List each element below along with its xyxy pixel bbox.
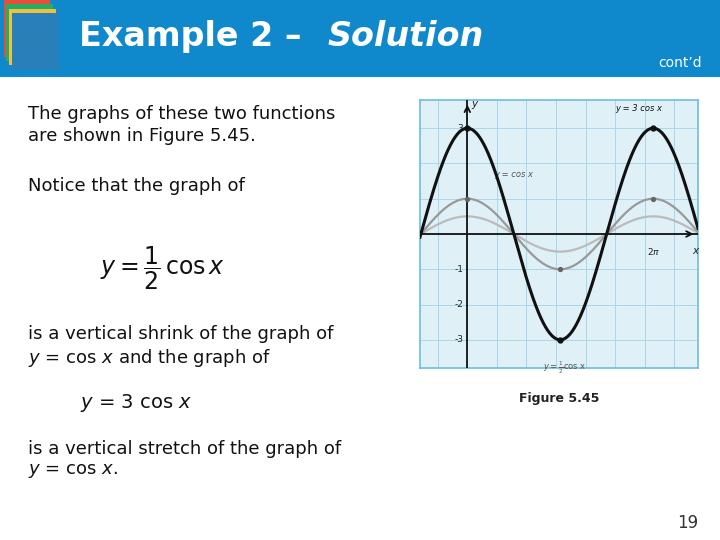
Text: are shown in Figure 5.45.: are shown in Figure 5.45. xyxy=(28,127,256,145)
Text: -1: -1 xyxy=(454,265,464,274)
Text: $y = \frac{1}{2}$cos x: $y = \frac{1}{2}$cos x xyxy=(543,359,587,376)
Text: 19: 19 xyxy=(677,514,698,532)
Text: y = cos x: y = cos x xyxy=(494,170,533,179)
Text: -2: -2 xyxy=(454,300,464,309)
Text: The graphs of these two functions: The graphs of these two functions xyxy=(28,105,336,123)
Text: Figure 5.45: Figure 5.45 xyxy=(519,392,599,406)
Text: $y$ = cos $x$.: $y$ = cos $x$. xyxy=(28,462,118,480)
Text: $y = \dfrac{1}{2}\,\cos x$: $y = \dfrac{1}{2}\,\cos x$ xyxy=(100,245,225,292)
Text: is a vertical stretch of the graph of: is a vertical stretch of the graph of xyxy=(28,440,347,458)
Text: is a vertical shrink of the graph of: is a vertical shrink of the graph of xyxy=(28,325,333,343)
Text: $2\pi$: $2\pi$ xyxy=(647,246,660,258)
Text: y = 3 cos x: y = 3 cos x xyxy=(615,104,662,113)
Text: $y$ = cos $x$ and the graph of: $y$ = cos $x$ and the graph of xyxy=(28,347,271,369)
Text: -3: -3 xyxy=(454,335,464,345)
Text: Example 2 –: Example 2 – xyxy=(79,21,313,53)
Text: 3: 3 xyxy=(458,124,464,133)
Text: $y$ = 3 cos $x$: $y$ = 3 cos $x$ xyxy=(80,392,192,414)
Text: Solution: Solution xyxy=(328,21,484,53)
Text: Notice that the graph of: Notice that the graph of xyxy=(28,177,245,195)
Text: x: x xyxy=(693,246,698,256)
Text: y: y xyxy=(471,98,477,109)
Text: cont’d: cont’d xyxy=(658,56,702,70)
